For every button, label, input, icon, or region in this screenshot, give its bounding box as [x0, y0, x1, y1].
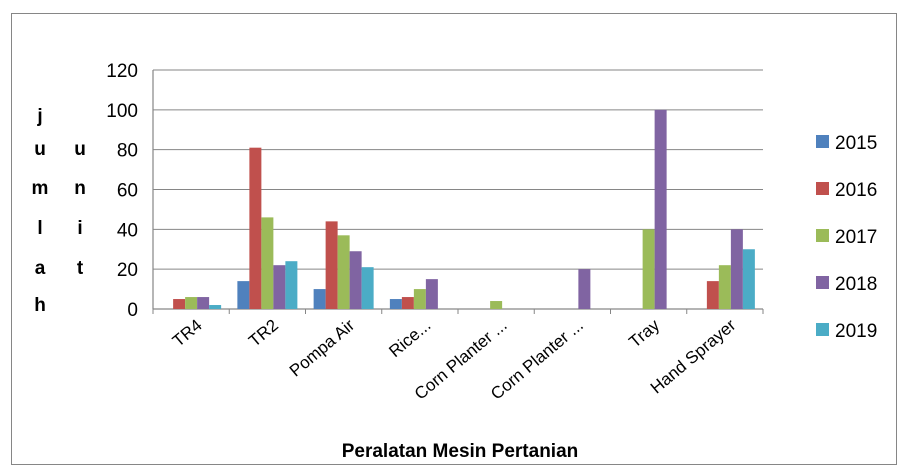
- legend-label-2015: 2015: [835, 133, 877, 154]
- legend-swatch-2019: [816, 323, 829, 336]
- chart-frame: [11, 13, 897, 465]
- bar-2018-1: [273, 265, 286, 309]
- bar-2016-7: [706, 281, 719, 309]
- y-axis-title-letter: t: [77, 258, 84, 279]
- bar-2016-3: [401, 297, 414, 309]
- y-tick-label: 80: [117, 141, 138, 162]
- legend-label-2019: 2019: [835, 321, 877, 342]
- y-tick-label: 100: [106, 101, 138, 122]
- bar-2015-3: [389, 299, 402, 309]
- y-axis-title-letter: m: [32, 178, 49, 199]
- y-axis-title-letter: l: [37, 218, 42, 239]
- legend-label-2016: 2016: [835, 180, 877, 201]
- y-axis-title-letter: i: [77, 218, 82, 239]
- x-axis-title: Peralatan Mesin Pertanian: [342, 441, 579, 462]
- y-tick-label: 40: [117, 220, 138, 241]
- bar-2018-7: [730, 229, 743, 309]
- bar-2017-2: [337, 235, 350, 309]
- y-axis-title-letter: u: [34, 139, 46, 160]
- legend-swatch-2015: [816, 135, 829, 148]
- bar-2016-1: [249, 147, 262, 309]
- y-tick-label: 120: [106, 61, 138, 82]
- bar-2016-2: [325, 221, 338, 309]
- bar-2018-2: [349, 251, 362, 309]
- bar-2018-3: [425, 279, 438, 309]
- legend-swatch-2018: [816, 276, 829, 289]
- bar-2019-0: [209, 305, 222, 309]
- bar-2018-5: [578, 269, 591, 309]
- legend-label-2018: 2018: [835, 274, 877, 295]
- x-tick-label: Rice...: [385, 316, 434, 362]
- x-tick-label: TR4: [169, 316, 206, 351]
- y-tick-label: 20: [117, 260, 138, 281]
- bar-2015-2: [313, 289, 326, 309]
- bar-2017-6: [642, 229, 655, 309]
- legend-swatch-2017: [816, 229, 829, 242]
- y-axis-title-letter: a: [35, 258, 46, 279]
- legend-swatch-2016: [816, 182, 829, 195]
- y-tick-label: 60: [117, 181, 138, 202]
- bar-2018-0: [197, 297, 210, 309]
- bar-2019-2: [361, 267, 374, 309]
- legend-label-2017: 2017: [835, 227, 877, 248]
- bar-2015-1: [237, 281, 250, 309]
- y-axis-title-letter: j: [36, 106, 42, 127]
- y-axis-title-letter: u: [74, 139, 86, 160]
- x-tick-label: TR2: [245, 316, 282, 351]
- bar-2017-4: [490, 301, 503, 309]
- bar-2017-0: [185, 297, 198, 309]
- y-axis-title-letter: n: [74, 178, 86, 199]
- bar-2018-6: [654, 109, 667, 309]
- x-tick-label: Pompa Air: [286, 315, 359, 380]
- y-axis-title-letter: h: [34, 295, 46, 316]
- bar-2017-3: [413, 289, 426, 309]
- bar-2017-7: [718, 265, 731, 309]
- x-tick-label: Tray: [625, 315, 663, 351]
- bar-2017-1: [261, 217, 274, 309]
- bar-2019-7: [742, 249, 755, 309]
- bar-2019-1: [285, 261, 298, 309]
- y-tick-label: 0: [127, 300, 138, 321]
- bar-2016-0: [173, 299, 186, 309]
